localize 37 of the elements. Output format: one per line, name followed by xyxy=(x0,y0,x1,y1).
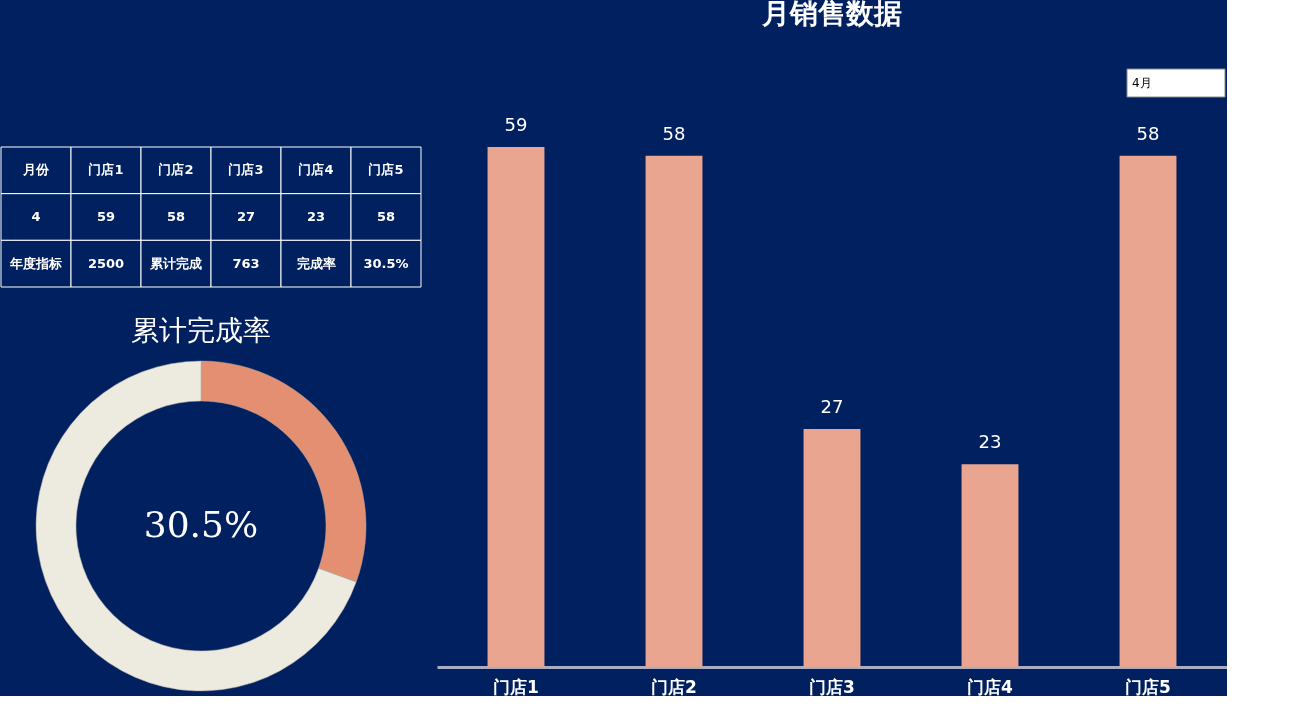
text: 4 xyxy=(31,209,41,224)
bar xyxy=(645,155,703,667)
text: 58 xyxy=(166,209,186,224)
text: 月份 xyxy=(22,162,50,178)
text: 763 xyxy=(232,255,260,271)
data-label: 59 xyxy=(504,114,528,135)
x-tick-label: 门店1 xyxy=(493,676,539,697)
x-tick-label: 门店2 xyxy=(651,676,697,697)
text: 30.5% xyxy=(363,255,409,271)
data-label: 27 xyxy=(820,396,844,418)
chart-title: 累计完成率 xyxy=(131,314,271,347)
text: 门店5 xyxy=(368,162,404,178)
x-tick-label: 门店4 xyxy=(967,676,1014,697)
bar xyxy=(1119,155,1177,667)
text: 27 xyxy=(236,209,256,224)
text: 门店2 xyxy=(158,162,194,178)
text: 23 xyxy=(306,209,326,224)
text: 58 xyxy=(376,209,396,224)
text: 59 xyxy=(96,209,116,224)
text: 2500 xyxy=(87,255,125,271)
bar xyxy=(803,429,861,667)
text: 累计完成 xyxy=(149,255,202,271)
data-label: 58 xyxy=(662,122,686,144)
x-tick-label: 门店5 xyxy=(1125,676,1171,697)
text: 30.5% xyxy=(143,504,259,545)
text: 门店3 xyxy=(228,162,264,178)
chart-title: 月销售数据 xyxy=(761,0,902,30)
data-label: 23 xyxy=(978,431,1002,453)
bar xyxy=(487,147,545,667)
text: 年度指标 xyxy=(9,255,62,271)
bar xyxy=(961,464,1019,667)
text: 4月 xyxy=(1132,76,1152,90)
text: 门店1 xyxy=(88,162,124,178)
text: 完成率 xyxy=(296,255,336,271)
text: 门店4 xyxy=(298,162,334,178)
x-tick-label: 门店3 xyxy=(809,676,855,697)
data-label: 58 xyxy=(1136,122,1160,144)
